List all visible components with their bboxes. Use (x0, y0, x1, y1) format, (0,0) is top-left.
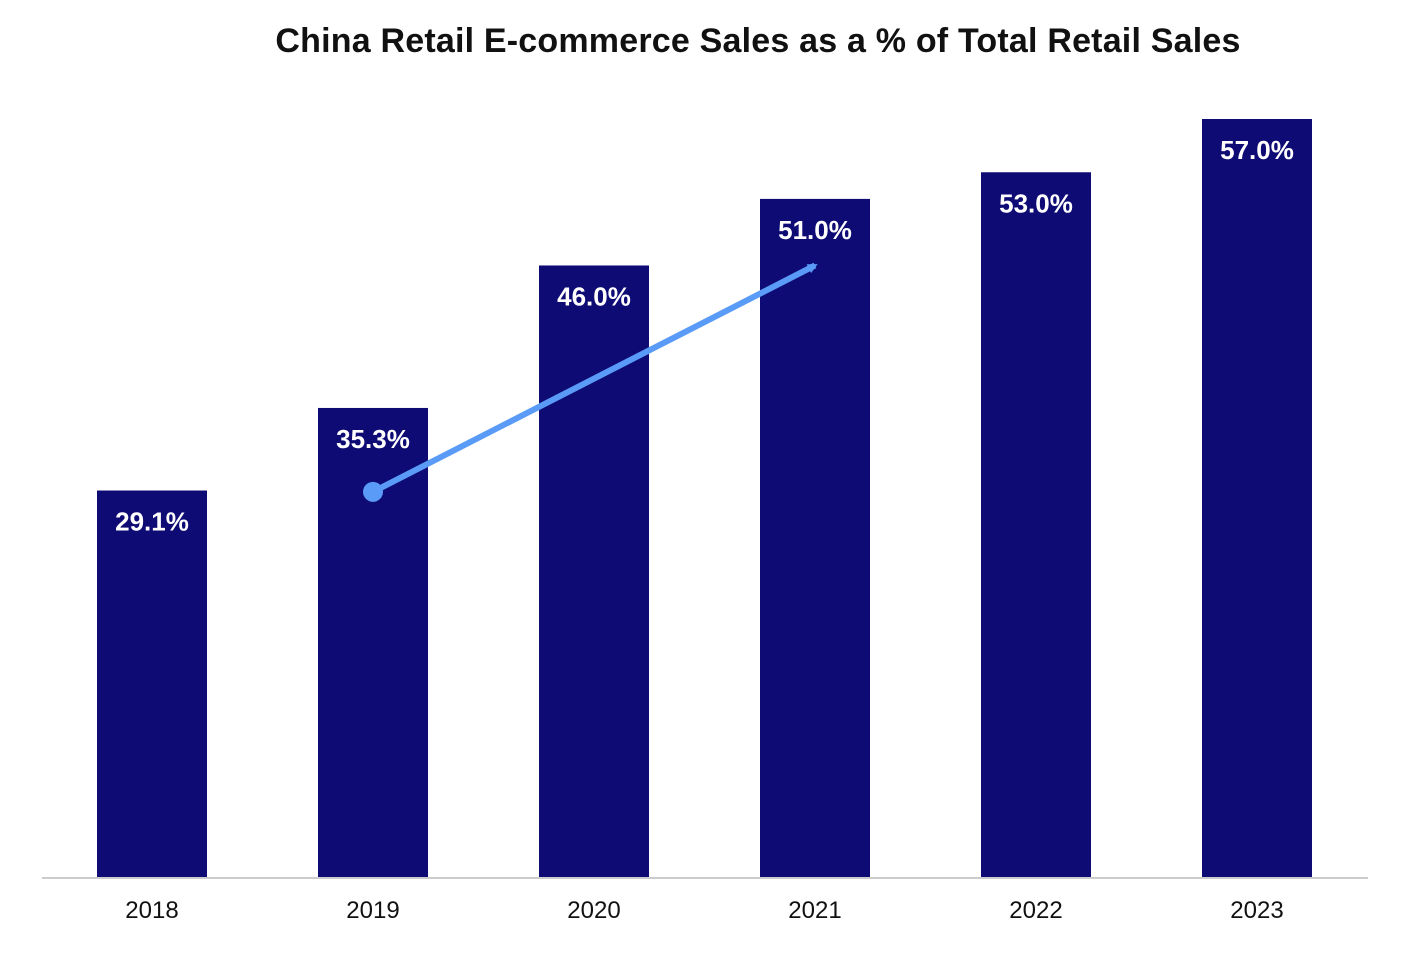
x-tick-label-2022: 2022 (1009, 897, 1062, 924)
bar-2022 (981, 172, 1091, 878)
data-label-2022: 53.0% (999, 188, 1073, 218)
x-tick-label-2020: 2020 (567, 897, 620, 924)
trend-annotation (363, 262, 818, 502)
data-label-2020: 46.0% (557, 281, 631, 311)
x-tick-labels-layer: 2018 2019 2020 2021 2022 2023 (125, 897, 1283, 924)
data-label-2023: 57.0% (1220, 135, 1294, 165)
x-tick-label-2019: 2019 (346, 897, 399, 924)
data-label-2019: 35.3% (336, 424, 410, 454)
bar-2019 (318, 407, 428, 878)
trend-arrow-start-dot (363, 481, 383, 502)
bar-2021 (760, 198, 870, 879)
bar-2020 (539, 265, 649, 878)
data-labels-layer: 29.1% 35.3% 46.0% 51.0% 53.0% 57.0% (115, 135, 1294, 537)
x-tick-label-2023: 2023 (1230, 897, 1283, 924)
bars-layer (97, 119, 1312, 879)
x-tick-label-2018: 2018 (125, 897, 178, 924)
bar-2023 (1202, 119, 1312, 878)
data-label-2018: 29.1% (115, 507, 189, 537)
chart-title: China Retail E-commerce Sales as a % of … (275, 22, 1241, 60)
bar-2018 (97, 490, 207, 878)
trend-arrow-line (371, 262, 818, 495)
data-label-2021: 51.0% (778, 215, 852, 245)
x-tick-label-2021: 2021 (788, 897, 841, 924)
